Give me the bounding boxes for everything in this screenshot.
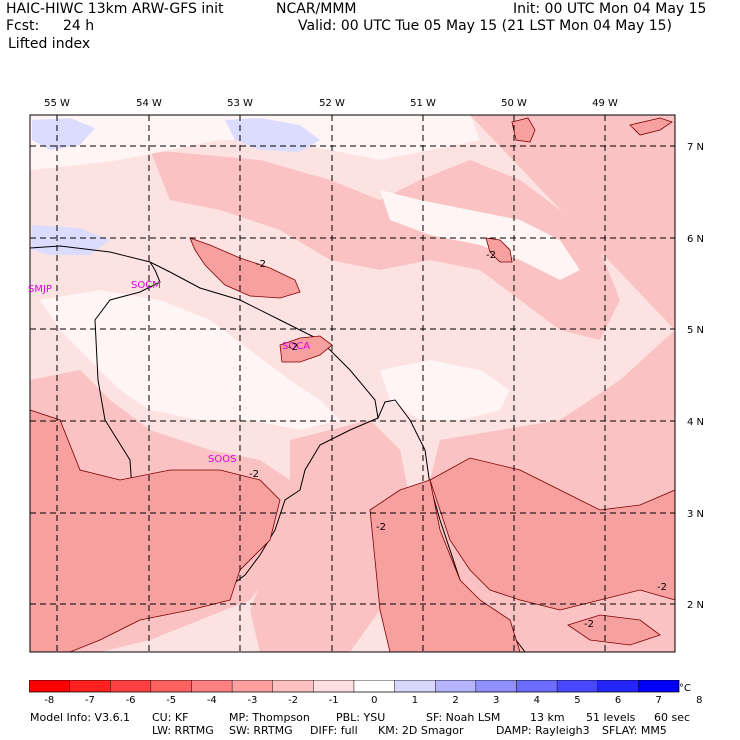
colorbar-cell (110, 680, 152, 693)
diffusion-option: DIFF: full (310, 724, 358, 737)
cumulus-scheme: CU: KF (152, 711, 189, 724)
station-label: SOCA (282, 341, 310, 352)
colorbar-cell (597, 680, 639, 693)
colorbar-cell (191, 680, 233, 693)
station-label: SOOS (208, 454, 236, 465)
colorbar-cell (150, 680, 192, 693)
colorbar-cell (475, 680, 517, 693)
graticule (30, 115, 675, 652)
colorbar-cell (394, 680, 436, 693)
field-blue-west (32, 225, 110, 255)
damping-option: DAMP: Rayleigh3 (496, 724, 590, 737)
lon-label: 54 W (136, 98, 162, 109)
surface-layer-option: SFLAY: MM5 (602, 724, 667, 737)
lon-label: 52 W (319, 98, 345, 109)
station-label: SOCM (131, 280, 161, 291)
colorbar-cell (272, 680, 314, 693)
contour-label: -2 (256, 259, 266, 270)
colorbar-tick: -2 (288, 695, 298, 704)
colorbar-tick: -7 (85, 695, 95, 704)
contour-label: -2 (288, 342, 298, 353)
field-white-ne (380, 190, 580, 280)
colorbar-tick: -3 (247, 695, 257, 704)
colorbar-cell (516, 680, 558, 693)
lon-label: 51 W (410, 98, 436, 109)
colorbar-tick: -8 (44, 695, 54, 704)
forecast-label: Fcst: (6, 18, 40, 34)
lat-label: 5 N (687, 325, 704, 336)
longwave-scheme: LW: RRTMG (152, 724, 214, 737)
colorbar: -8 -7 -6 -5 -4 -3 -2 -1 0 1 2 3 4 5 6 7 8 °C (29, 680, 703, 704)
colorbar-cell (556, 680, 598, 693)
colorbar-tick: 5 (574, 695, 580, 704)
colorbar-cell (313, 680, 355, 693)
field-blue-north (225, 118, 320, 152)
colorbar-tick: 6 (615, 695, 621, 704)
lon-label: 50 W (501, 98, 527, 109)
lifted-index-map: 55 W 54 W 53 W 52 W 51 W 50 W 49 W 7 N 6… (28, 98, 704, 653)
colorbar-tick: 0 (371, 695, 377, 704)
organization-label: NCAR/MMM (276, 1, 357, 17)
colorbar-tick: -4 (207, 695, 217, 704)
station-label: SMJP (28, 284, 52, 295)
map-frame (29, 114, 676, 653)
colorbar-cell (29, 680, 70, 693)
colorbar-tick: -6 (126, 695, 136, 704)
field-pink-north (150, 150, 620, 340)
colorbar-cell (69, 680, 111, 693)
lon-label: 55 W (44, 98, 70, 109)
colorbar-cell (435, 680, 477, 693)
contour-label: -2 (486, 250, 496, 261)
field-white-north (30, 115, 480, 170)
colorbar-frame (29, 680, 680, 693)
contour-label: -2 (376, 522, 386, 533)
field-blue-nw (32, 118, 95, 150)
colorbar-tick: 8 (696, 695, 702, 704)
contour-label: -2 (249, 469, 259, 480)
colorbar-tick: 4 (534, 695, 540, 704)
lat-label: 3 N (687, 509, 704, 520)
colorbar-tick: 2 (452, 695, 458, 704)
field-white-inland (40, 290, 340, 430)
contour-label: -2 (584, 619, 594, 630)
time-step: 60 sec (654, 711, 691, 724)
lon-label: 49 W (592, 98, 618, 109)
surface-scheme: SF: Noah LSM (426, 711, 501, 724)
init-time: Init: 00 UTC Mon 04 May 15 (513, 1, 707, 17)
colorbar-cell (638, 680, 680, 693)
colorbar-tick: -1 (329, 695, 339, 704)
contour-label: -2 (657, 582, 667, 593)
field-white-center (380, 360, 510, 420)
valid-time: Valid: 00 UTC Tue 05 May 15 (21 LST Mon … (298, 18, 672, 34)
model-info: Model Info: V3.6.1 (30, 711, 131, 724)
colorbar-tick: 1 (412, 695, 418, 704)
colorbar-unit: °C (679, 683, 691, 694)
vertical-levels: 51 levels (586, 711, 636, 724)
lat-label: 7 N (687, 142, 704, 153)
pbl-scheme: PBL: YSU (336, 711, 386, 724)
field-title: Lifted index (8, 36, 91, 52)
colorbar-tick: 3 (493, 695, 499, 704)
lat-label: 6 N (687, 234, 704, 245)
eddy-option: KM: 2D Smagor (378, 724, 464, 737)
colorbar-tick: -5 (166, 695, 176, 704)
lat-label: 4 N (687, 417, 704, 428)
grid-spacing: 13 km (530, 711, 565, 724)
shortwave-scheme: SW: RRTMG (229, 724, 293, 737)
model-title: HAIC-HIWC 13km ARW-GFS init (6, 1, 224, 17)
colorbar-cell (231, 680, 273, 693)
field-pink-center (250, 420, 410, 652)
colorbar-tick: 7 (656, 695, 662, 704)
lat-label: 2 N (687, 600, 704, 611)
colorbar-cell (353, 680, 395, 693)
forecast-hours: 24 h (63, 18, 95, 34)
microphysics-scheme: MP: Thompson (229, 711, 310, 724)
lon-label: 53 W (227, 98, 253, 109)
